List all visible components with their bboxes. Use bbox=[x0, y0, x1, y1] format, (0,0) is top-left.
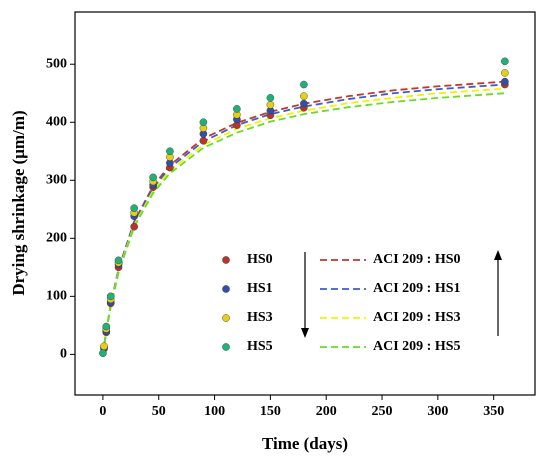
data-point bbox=[501, 69, 509, 77]
legend-label: ACI 209 : HS1 bbox=[373, 281, 461, 296]
data-point bbox=[130, 222, 138, 231]
legend-label: ACI 209 : HS5 bbox=[373, 339, 461, 354]
data-point bbox=[501, 77, 509, 86]
legend-marker bbox=[222, 343, 230, 351]
legend-marker bbox=[222, 256, 230, 264]
x-tick-label: 100 bbox=[204, 404, 225, 419]
data-point bbox=[266, 101, 275, 109]
legend-marker bbox=[222, 285, 230, 293]
y-tick-label: 200 bbox=[46, 231, 67, 246]
data-point bbox=[300, 99, 308, 108]
data-point bbox=[199, 118, 208, 127]
y-tick-label: 300 bbox=[46, 173, 67, 188]
x-tick-label: 200 bbox=[316, 404, 337, 419]
x-tick-label: 300 bbox=[427, 404, 448, 419]
arrow-head bbox=[301, 328, 309, 338]
y-tick-label: 0 bbox=[60, 347, 67, 362]
legend-arrows bbox=[301, 250, 502, 338]
data-point bbox=[100, 342, 108, 351]
y-tick-label: 500 bbox=[46, 56, 67, 71]
data-point bbox=[114, 256, 123, 265]
y-tick-label: 100 bbox=[46, 289, 67, 304]
x-tick-label: 250 bbox=[372, 404, 393, 419]
data-point bbox=[99, 349, 107, 358]
data-point bbox=[300, 92, 308, 100]
legend-marker bbox=[222, 314, 230, 322]
legend-label: ACI 209 : HS0 bbox=[373, 252, 461, 267]
x-tick-label: 350 bbox=[483, 404, 504, 419]
data-point bbox=[300, 80, 308, 89]
legend-label: HS0 bbox=[247, 252, 273, 267]
data-point bbox=[266, 94, 275, 102]
y-tick-label: 400 bbox=[46, 114, 67, 129]
legend-label: HS5 bbox=[247, 339, 273, 354]
y-axis-label: Drying shrinkage (μm/m) bbox=[9, 110, 28, 295]
plot-frame bbox=[74, 11, 536, 396]
data-point bbox=[166, 147, 174, 156]
x-tick-label: 0 bbox=[99, 404, 106, 419]
x-axis-label: Time (days) bbox=[262, 434, 348, 453]
data-point bbox=[501, 57, 509, 66]
x-tick-label: 50 bbox=[152, 404, 166, 419]
arrow-head bbox=[494, 250, 502, 260]
data-point bbox=[149, 173, 157, 182]
x-tick-label: 150 bbox=[260, 404, 281, 419]
data-point bbox=[199, 137, 208, 145]
data-point bbox=[102, 322, 111, 331]
legend-label: ACI 209 : HS3 bbox=[373, 310, 461, 325]
data-point bbox=[233, 105, 241, 113]
data-point bbox=[106, 292, 115, 301]
data-point bbox=[130, 204, 138, 212]
legend-label: HS3 bbox=[247, 310, 273, 325]
legend-label: HS1 bbox=[247, 281, 273, 296]
